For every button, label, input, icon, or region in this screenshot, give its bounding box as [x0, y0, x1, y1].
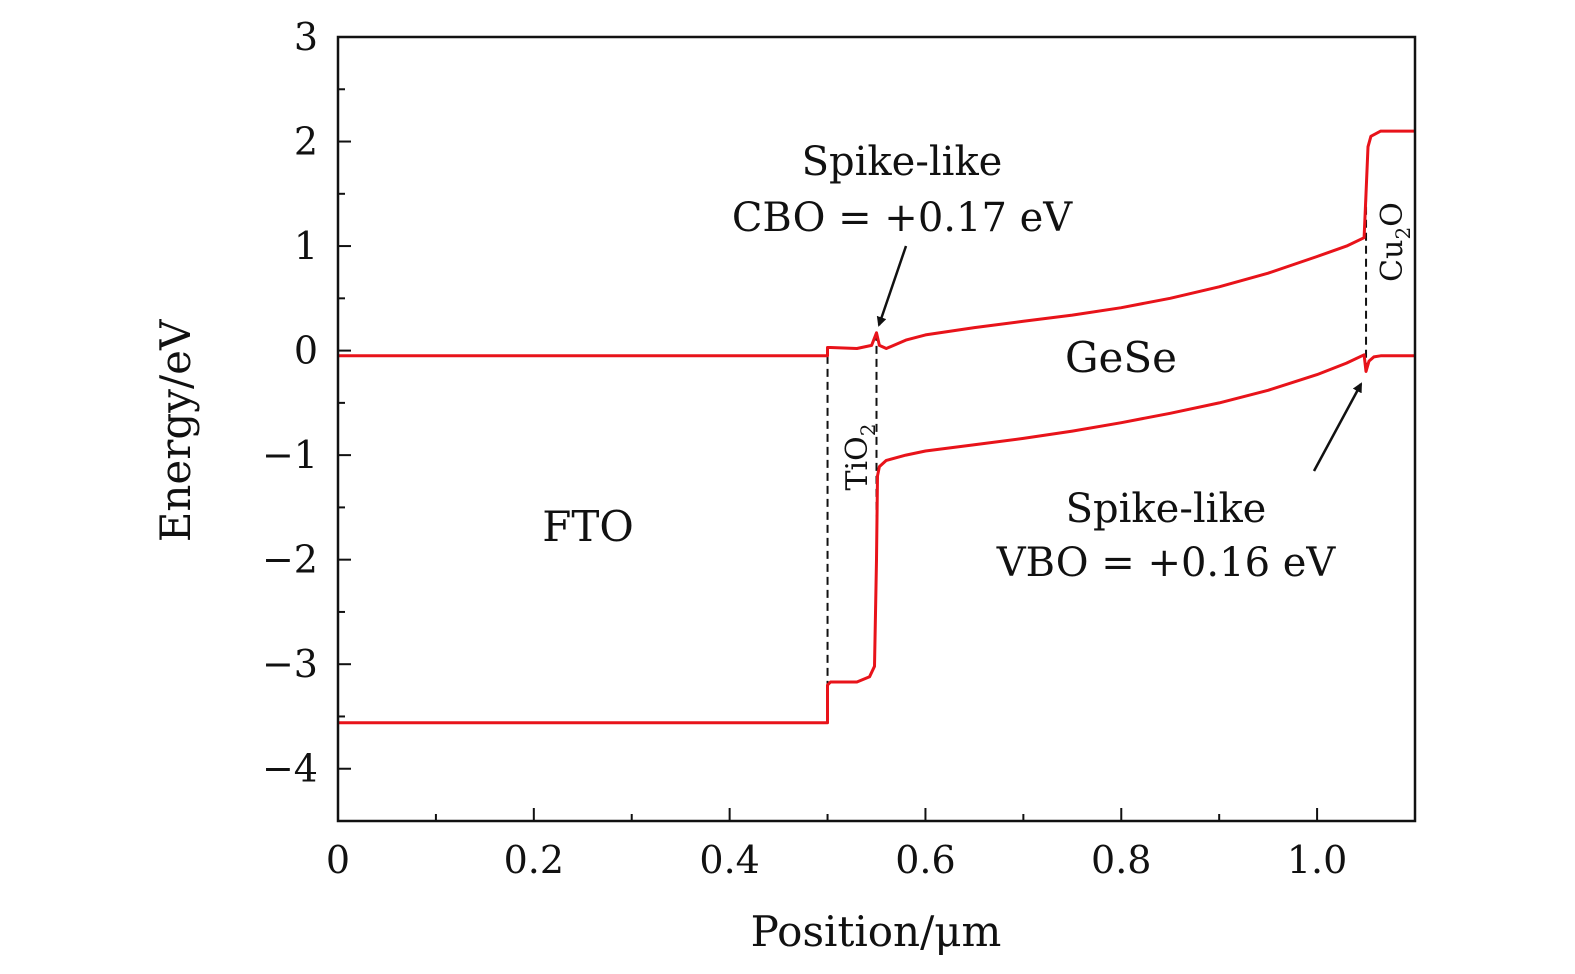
cbo-annotation-line1: Spike-like: [802, 139, 1003, 185]
y-tick-label: 2: [294, 120, 318, 164]
region-label-gese: GeSe: [1065, 333, 1177, 382]
valence-band-line: [338, 353, 1415, 725]
interface-dashed-lines: [826, 193, 1368, 723]
vbo-arrow: [1312, 382, 1363, 472]
region-label-cu2o: Cu2O: [1375, 202, 1415, 282]
y-tick-label: −4: [262, 747, 318, 791]
x-tick-label: 0: [326, 838, 350, 882]
cu2o-base-text: Cu: [1375, 240, 1410, 282]
x-tick-label: 0.8: [1091, 838, 1151, 882]
axis-tick-labels: 0 0.2 0.4 0.6 0.8 1.0 −4 −3 −2 −1 0 1 2 3: [262, 15, 1347, 882]
y-tick-label: 1: [294, 224, 318, 268]
plot-frame: [336, 35, 1417, 823]
cu2o-subscript: 2: [1391, 227, 1415, 240]
x-tick-label: 0.2: [504, 838, 564, 882]
conduction-band-line: [338, 129, 1415, 358]
y-axis-title: Energy/eV: [151, 319, 200, 542]
x-axis-title: Position/μm: [751, 907, 1002, 956]
x-tick-label: 1.0: [1287, 838, 1347, 882]
y-tick-label: −3: [262, 642, 318, 686]
cbo-annotation-line2: CBO = +0.17 eV: [732, 195, 1073, 241]
y-tick-label: 0: [294, 329, 318, 373]
y-tick-label: −1: [262, 433, 318, 477]
vbo-annotation-line1: Spike-like: [1066, 486, 1267, 532]
y-tick-label: 3: [294, 15, 318, 59]
region-label-tio2: TiO2: [840, 424, 880, 491]
y-tick-label: −2: [262, 538, 318, 582]
cu2o-end-text: O: [1375, 202, 1410, 227]
cbo-arrow: [876, 245, 908, 327]
region-label-fto: FTO: [542, 502, 634, 551]
x-tick-label: 0.4: [699, 838, 759, 882]
tio2-subscript: 2: [856, 424, 880, 437]
series-layer: [338, 129, 1415, 725]
vbo-annotation-line2: VBO = +0.16 eV: [996, 540, 1337, 586]
tio2-base-text: TiO: [840, 436, 875, 490]
x-tick-label: 0.6: [895, 838, 955, 882]
